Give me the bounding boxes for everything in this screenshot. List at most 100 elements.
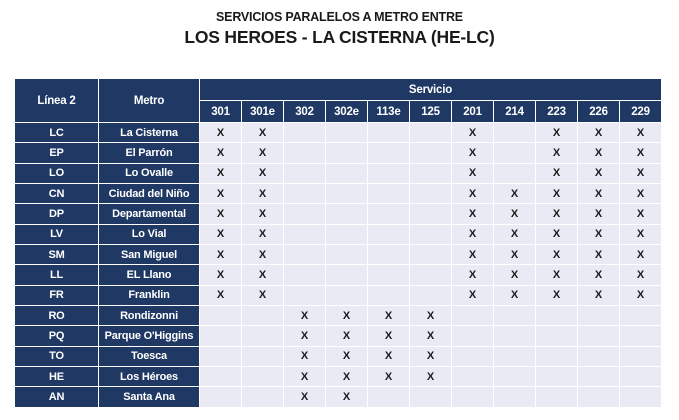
- service-mark-cell: [283, 203, 326, 225]
- service-mark-cell: X: [199, 223, 242, 246]
- service-mark-cell: [241, 366, 284, 388]
- service-mark-cell: X: [493, 244, 536, 266]
- service-mark-cell: X: [577, 203, 620, 225]
- service-mark-cell: X: [241, 264, 284, 286]
- metro-station-cell: EL Llano: [98, 264, 200, 286]
- service-mark-cell: [283, 223, 326, 246]
- line2-code-cell: LL: [14, 264, 99, 286]
- service-mark-cell: [325, 284, 368, 307]
- service-mark-cell: [325, 223, 368, 246]
- service-mark-cell: X: [367, 305, 410, 327]
- service-mark-cell: [409, 244, 452, 266]
- service-mark-cell: X: [577, 183, 620, 205]
- metro-station-cell: Lo Vial: [98, 223, 200, 246]
- service-mark-cell: [241, 345, 284, 368]
- service-mark-cell: [409, 386, 452, 408]
- table-row: CN Ciudad del Niño X X X X X X X: [14, 183, 662, 205]
- service-mark-cell: [241, 325, 284, 347]
- service-mark-cell: X: [451, 162, 494, 185]
- service-mark-cell: X: [409, 345, 452, 368]
- service-mark-cell: X: [283, 345, 326, 368]
- service-mark-cell: X: [241, 183, 284, 205]
- table-row: HE Los Héroes X X X X: [14, 366, 662, 388]
- metro-station-cell: San Miguel: [98, 244, 200, 266]
- service-mark-cell: X: [199, 162, 242, 185]
- service-mark-cell: [325, 264, 368, 286]
- service-mark-cell: X: [325, 366, 368, 388]
- service-mark-cell: X: [535, 264, 578, 286]
- service-mark-cell: [409, 121, 452, 144]
- service-column-header: 125: [409, 100, 452, 123]
- service-mark-cell: [577, 366, 620, 388]
- service-mark-cell: [451, 386, 494, 408]
- service-mark-cell: [409, 264, 452, 286]
- service-column-header: 301e: [241, 100, 284, 123]
- line2-code-cell: RO: [14, 305, 99, 327]
- service-mark-cell: [451, 305, 494, 327]
- service-column-header: 302e: [325, 100, 368, 123]
- metro-station-cell: Franklin: [98, 284, 200, 307]
- metro-station-cell: La Cisterna: [98, 121, 200, 144]
- service-column-header: 223: [535, 100, 578, 123]
- service-mark-cell: X: [493, 264, 536, 286]
- service-mark-cell: [535, 345, 578, 368]
- service-mark-cell: X: [619, 264, 662, 286]
- metro-station-cell: Departamental: [98, 203, 200, 225]
- service-mark-cell: X: [451, 284, 494, 307]
- service-mark-cell: X: [241, 284, 284, 307]
- metro-station-cell: Ciudad del Niño: [98, 183, 200, 205]
- service-mark-cell: X: [199, 284, 242, 307]
- service-mark-cell: X: [577, 121, 620, 144]
- service-mark-cell: [367, 284, 410, 307]
- service-mark-cell: X: [409, 325, 452, 347]
- service-mark-cell: [367, 142, 410, 164]
- line2-code-cell: DP: [14, 203, 99, 225]
- metro-station-cell: Lo Ovalle: [98, 162, 200, 185]
- service-mark-cell: X: [535, 142, 578, 164]
- service-column-header: 226: [577, 100, 620, 123]
- service-mark-cell: [367, 183, 410, 205]
- service-mark-cell: X: [619, 223, 662, 246]
- line2-code-cell: TO: [14, 345, 99, 368]
- service-mark-cell: X: [325, 345, 368, 368]
- service-mark-cell: [535, 386, 578, 408]
- service-mark-cell: X: [241, 223, 284, 246]
- service-mark-cell: [283, 183, 326, 205]
- service-column-header: 229: [619, 100, 662, 123]
- header-row-top: Línea 2 Metro Servicio: [14, 78, 662, 123]
- service-mark-cell: X: [493, 223, 536, 246]
- service-mark-cell: X: [283, 386, 326, 408]
- service-mark-cell: X: [493, 203, 536, 225]
- service-mark-cell: X: [199, 142, 242, 164]
- service-mark-cell: X: [325, 386, 368, 408]
- service-mark-cell: [367, 244, 410, 266]
- table-row: SM San Miguel X X X X X X X: [14, 244, 662, 266]
- service-mark-cell: X: [367, 345, 410, 368]
- service-mark-cell: X: [409, 366, 452, 388]
- service-mark-cell: X: [451, 142, 494, 164]
- services-table: Línea 2 Metro Servicio 301 301e 302 302e 113…: [14, 78, 662, 408]
- service-mark-cell: [493, 121, 536, 144]
- table-row: PQ Parque O'Higgins X X X X: [14, 325, 662, 347]
- service-mark-cell: X: [409, 305, 452, 327]
- metro-column-header: Metro: [98, 78, 200, 123]
- service-mark-cell: X: [241, 142, 284, 164]
- service-mark-cell: [577, 386, 620, 408]
- service-column-header: 113e: [367, 100, 410, 123]
- service-mark-cell: [409, 223, 452, 246]
- line2-code-cell: LC: [14, 121, 99, 144]
- service-mark-cell: X: [493, 183, 536, 205]
- service-mark-cell: [493, 386, 536, 408]
- service-mark-cell: X: [451, 264, 494, 286]
- service-mark-cell: [493, 325, 536, 347]
- service-mark-cell: X: [619, 203, 662, 225]
- service-mark-cell: [199, 386, 242, 408]
- service-mark-cell: X: [199, 203, 242, 225]
- service-mark-cell: [577, 345, 620, 368]
- service-mark-cell: X: [619, 284, 662, 307]
- title-subtitle: SERVICIOS PARALELOS A METRO ENTRE: [216, 10, 463, 24]
- service-mark-cell: X: [577, 264, 620, 286]
- service-mark-cell: X: [199, 121, 242, 144]
- service-mark-cell: [619, 366, 662, 388]
- service-mark-cell: X: [451, 244, 494, 266]
